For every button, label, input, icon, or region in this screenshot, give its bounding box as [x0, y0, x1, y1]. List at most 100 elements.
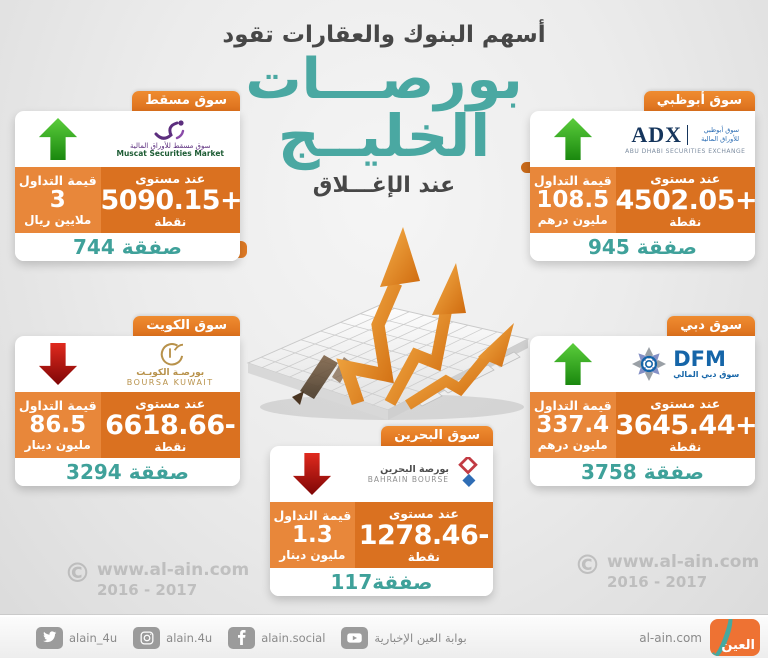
- twitter-link[interactable]: alain_4u: [36, 626, 118, 649]
- index-level-cell: عند مستوى 6618.66- نقطة: [100, 392, 240, 458]
- dfm-logo: DFM سوق دبي المالي: [631, 346, 739, 382]
- muscat-logo-mark-icon: [154, 120, 185, 140]
- youtube-label[interactable]: بوابة العين الإخبارية: [374, 630, 467, 645]
- index-level-cell: عند مستوى 5090.15+ نقطة: [100, 167, 241, 233]
- market-panel: DFM سوق دبي المالي قيمة التداول 337.4 مل…: [530, 336, 755, 486]
- watermark-years: 2016 - 2017: [607, 572, 708, 591]
- logo-text-arabic: سوق مسقط للأوراق المالية: [130, 142, 211, 151]
- boursa-kuwait-logo: بورصـة الكويـت BOURSA KUWAIT: [127, 341, 214, 388]
- site-branding: al-ain.com العين: [639, 619, 760, 656]
- watermark-right: © www.al-ain.com 2016 - 2017: [574, 552, 759, 591]
- ribbon-accent: [238, 241, 247, 258]
- trading-value: 3: [49, 186, 66, 213]
- logo-text-english: BOURSA KUWAIT: [126, 378, 214, 388]
- index-level-cell: عند مستوى 3645.44+ نقطة: [615, 392, 756, 458]
- trading-value: 1.3: [291, 521, 333, 548]
- title-closing: عند الإغـــلاق: [312, 172, 456, 198]
- alain-logo[interactable]: العين: [710, 619, 760, 656]
- logo-text-arabic: بورصة البحرين: [380, 464, 449, 475]
- watermark-left: © www.al-ain.com 2016 - 2017: [64, 560, 249, 599]
- market-card-kuwait: سوق الكويت بورصـة الكويـت: [15, 316, 240, 486]
- trading-value-cell: قيمة التداول 1.3 مليون دينار: [270, 502, 355, 568]
- up-arrow-icon: [38, 118, 77, 160]
- footer-bar: alain_4u alain.4u alain.social: [0, 615, 768, 658]
- facebook-icon[interactable]: [228, 626, 256, 649]
- market-panel: ADX سوق أبوظبي للأوراق المالية ABU DHABI…: [530, 111, 755, 261]
- market-card-abudhabi: سوق أبوظبي ADX سوق أبوظبي للأوراق المالي…: [530, 91, 755, 261]
- market-growth-3d-graphic: [246, 227, 530, 420]
- logo-text-english: ABU DHABI SECURITIES EXCHANGE: [625, 148, 746, 156]
- index-level-cell: عند مستوى 4502.05+ نقطة: [615, 167, 756, 233]
- market-panel: بورصة البحرين BAHRAIN BOURSE قيمة التداو…: [270, 446, 493, 596]
- index-level-cell: عند مستوى 1278.46- نقطة: [354, 502, 493, 568]
- instagram-icon[interactable]: [133, 626, 161, 649]
- title-tagline: أسهم البنوك والعقارات تقود: [222, 22, 546, 48]
- deals-count: 117صفقة: [270, 568, 493, 596]
- adx-logo: ADX سوق أبوظبي للأوراق المالية ABU DHABI…: [625, 122, 745, 156]
- down-arrow-icon: [293, 453, 332, 495]
- trading-value: 108.5: [536, 186, 610, 213]
- watermark-years: 2016 - 2017: [97, 580, 198, 599]
- market-tab-bahrain: سوق البحرين: [381, 426, 493, 446]
- dfm-wordmark: DFM: [673, 347, 726, 371]
- index-level: 6618.66-: [105, 409, 236, 441]
- logo-text-arabic: سوق أبوظبي للأوراق المالية: [701, 126, 740, 143]
- logo-divider: [687, 124, 689, 145]
- title-main-line2: الخليــج: [277, 102, 491, 170]
- twitter-handle[interactable]: alain_4u: [69, 630, 118, 645]
- alain-logo-text: العين: [721, 638, 755, 653]
- instagram-handle[interactable]: alain.4u: [166, 630, 213, 645]
- market-card-dubai: سوق دبي: [530, 316, 755, 486]
- trading-value-cell: قيمة التداول 86.5 مليون دينار: [15, 392, 101, 458]
- title-main-line1: بورصـــات: [245, 47, 523, 112]
- watermark-site: www.al-ain.com: [607, 552, 760, 572]
- youtube-icon[interactable]: [341, 626, 369, 649]
- trading-value-cell: قيمة التداول 337.4 مليون درهم: [530, 392, 616, 458]
- deals-count: 3294 صفقة: [15, 458, 240, 486]
- bahrain-diamonds-icon: [458, 457, 478, 487]
- up-arrow-icon: [553, 118, 592, 160]
- muscat-securities-market-logo: سوق مسقط للأوراق المالية Muscat Securiti…: [116, 119, 224, 159]
- ribbon-accent: [521, 162, 530, 173]
- trading-value-cell: قيمة التداول 108.5 مليون درهم: [530, 167, 616, 233]
- youtube-link[interactable]: بوابة العين الإخبارية: [341, 626, 467, 649]
- market-tab-dubai: سوق دبي: [667, 316, 755, 336]
- index-level: 5090.15+: [100, 184, 241, 216]
- market-tab-abudhabi: سوق أبوظبي: [643, 91, 755, 111]
- index-level: 4502.05+: [615, 184, 756, 216]
- twitter-icon[interactable]: [36, 626, 63, 649]
- down-arrow-icon: [38, 343, 77, 385]
- index-level: 3645.44+: [615, 409, 756, 441]
- site-url[interactable]: al-ain.com: [639, 630, 702, 645]
- bahrain-bourse-logo: بورصة البحرين BAHRAIN BOURSE: [368, 457, 480, 491]
- copyright-symbol: ©: [574, 550, 601, 581]
- deals-count: 744 صفقة: [15, 233, 240, 261]
- market-tab-muscat: سوق مسقط: [132, 91, 240, 111]
- deals-count: 3758 صفقة: [530, 458, 755, 486]
- trading-value: 86.5: [29, 411, 87, 438]
- instagram-link[interactable]: alain.4u: [133, 626, 213, 649]
- market-panel: بورصـة الكويـت BOURSA KUWAIT قيمة التداو…: [15, 336, 240, 486]
- market-card-bahrain: سوق البحرين بورصة البحرين BAHRAIN BOURSE: [270, 426, 493, 596]
- deals-count: 945 صفقة: [530, 233, 755, 261]
- dfm-compass-icon: [632, 347, 667, 381]
- facebook-link[interactable]: alain.social: [228, 626, 326, 649]
- up-arrow-icon: [553, 343, 592, 385]
- kuwait-logo-mark-icon: [161, 342, 184, 366]
- watermark-site: www.al-ain.com: [97, 560, 250, 580]
- market-tab-kuwait: سوق الكويت: [133, 316, 240, 336]
- market-card-muscat: سوق مسقط سوق مسقط للأوراق المالي: [15, 91, 240, 261]
- trading-value-cell: قيمة التداول 3 ملايين ريال: [15, 167, 101, 233]
- copyright-symbol: ©: [64, 558, 91, 589]
- logo-text-arabic: سوق دبي المالي: [673, 370, 740, 379]
- market-panel: سوق مسقط للأوراق المالية Muscat Securiti…: [15, 111, 240, 261]
- logo-text-arabic: بورصـة الكويـت: [136, 367, 205, 378]
- social-links: alain_4u alain.4u alain.social: [36, 626, 467, 649]
- logo-text-english: Muscat Securities Market: [116, 149, 224, 159]
- facebook-handle[interactable]: alain.social: [261, 630, 326, 645]
- logo-text-english: BAHRAIN BOURSE: [367, 475, 449, 484]
- index-level: 1278.46-: [358, 519, 490, 551]
- trading-value: 337.4: [536, 411, 610, 438]
- adx-wordmark: ADX: [631, 121, 683, 147]
